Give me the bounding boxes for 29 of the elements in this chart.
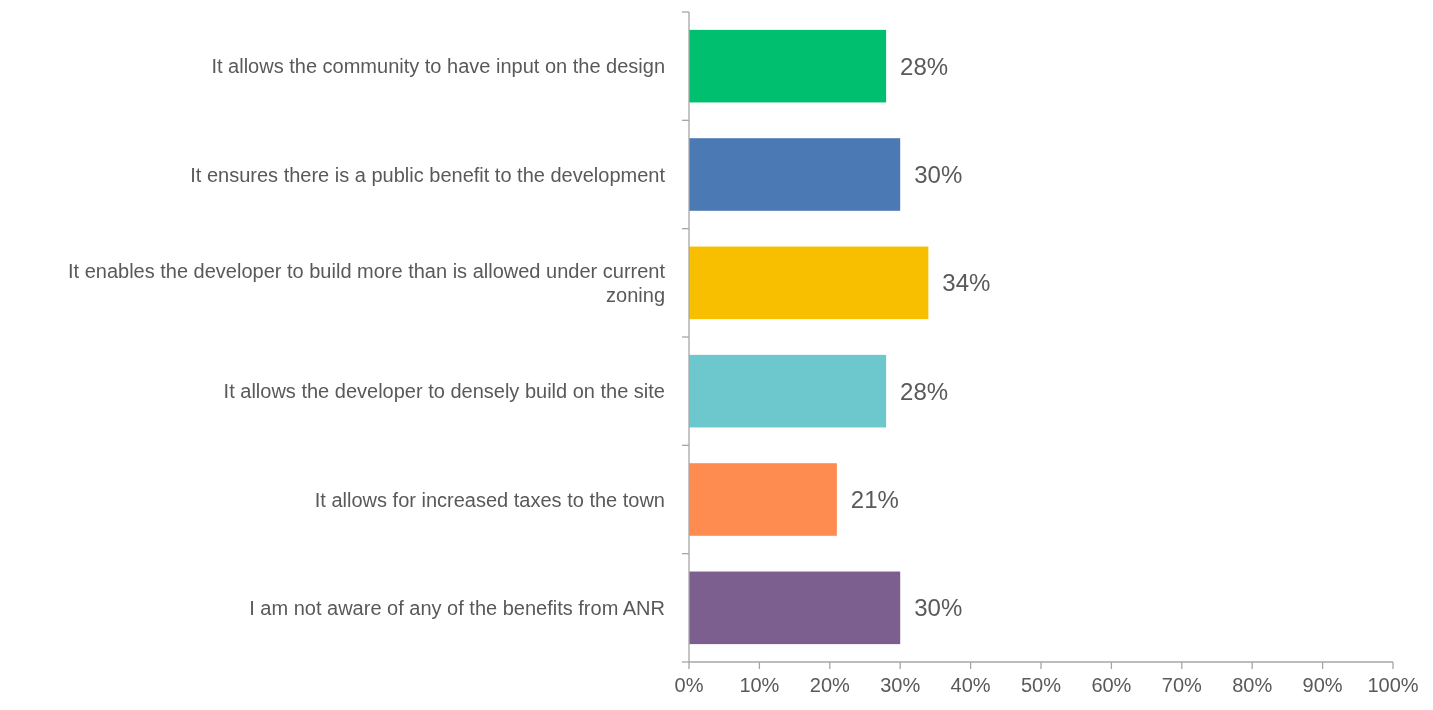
bar bbox=[689, 354, 887, 428]
x-tick-label: 0% bbox=[674, 674, 704, 696]
x-tick-label: 90% bbox=[1302, 674, 1343, 696]
data-label: 34% bbox=[942, 269, 991, 297]
y-tick-label: I am not aware of any of the benefits from ANR bbox=[249, 596, 665, 619]
y-tick-label: It ensures there is a public benefit to the development bbox=[190, 163, 666, 186]
data-label: 30% bbox=[914, 160, 963, 188]
y-tick-label: It allows for increased taxes to the town bbox=[314, 488, 665, 511]
x-tick-label: 80% bbox=[1232, 674, 1273, 696]
data-label: 30% bbox=[914, 594, 963, 622]
x-tick-label: 10% bbox=[739, 674, 780, 696]
x-tick-label: 50% bbox=[1020, 674, 1062, 696]
x-tick-label: 60% bbox=[1091, 674, 1132, 696]
bar bbox=[689, 29, 887, 103]
x-tick-label: 70% bbox=[1161, 674, 1203, 696]
x-tick-label: 20% bbox=[809, 674, 851, 696]
x-tick-label: 30% bbox=[880, 674, 921, 696]
data-label: 21% bbox=[850, 485, 899, 513]
y-tick-label: It enables the developer to build more than is allowed under current zoning bbox=[67, 259, 666, 306]
data-label: 28% bbox=[900, 52, 949, 80]
y-tick-label: It allows the developer to densely build on the site bbox=[223, 380, 665, 403]
bar bbox=[689, 138, 901, 211]
x-tick-label: 40% bbox=[950, 674, 991, 696]
x-tick-label: 100% bbox=[1367, 674, 1419, 696]
y-tick-label: It allows the community to have input on the design bbox=[211, 55, 665, 78]
bar bbox=[689, 246, 929, 320]
data-label: 28% bbox=[900, 377, 949, 405]
bar bbox=[689, 571, 901, 645]
bar bbox=[689, 463, 837, 536]
